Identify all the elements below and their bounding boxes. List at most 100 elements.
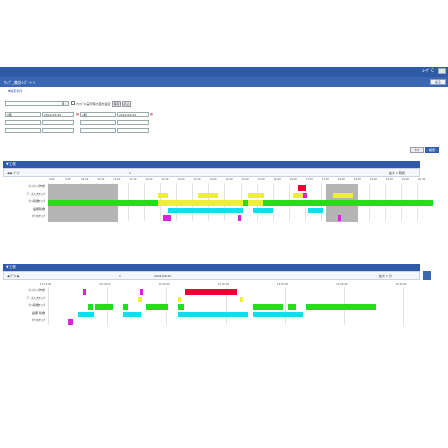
gantt-bar bbox=[95, 304, 113, 310]
hour-to-select[interactable]: 2時 bbox=[80, 112, 116, 117]
calendar-from-icon[interactable]: ▦ bbox=[76, 112, 79, 116]
clear-button[interactable]: ｸﾘｱ bbox=[410, 147, 424, 153]
gantt-bar bbox=[308, 207, 323, 213]
time-tick: 12:45:00 bbox=[395, 283, 407, 286]
gantt-bar bbox=[138, 296, 142, 302]
search-criteria-toggle[interactable]: ▼検索条件 bbox=[8, 89, 23, 93]
filter-input-5[interactable] bbox=[117, 128, 149, 133]
section1-gantt-chart: ﾁｪｯｸｼｰﾄ作成 ﾃﾞｰﾀ入力ﾁｪｯｸ ﾗｲﾝ稼働ﾁｪｯｸ 設備稼働 ﾏﾃﾘｱﾙﾁｪｯ… bbox=[3, 178, 433, 230]
gantt-bar bbox=[146, 304, 168, 310]
section2-view-toggle[interactable] bbox=[423, 271, 431, 280]
default-checkbox-label: ｸﾘｱﾎﾞﾀﾝ実行時の値を設定 bbox=[76, 102, 111, 106]
gantt-bar bbox=[163, 215, 171, 221]
filter-input-3[interactable] bbox=[117, 120, 149, 125]
top-header-bar: ﾕｰｻﾞ C bbox=[0, 67, 448, 77]
save-button[interactable]: 保存 bbox=[112, 101, 121, 107]
section2-nav[interactable]: ◀ ｸﾞﾗﾌ ▶ bbox=[7, 274, 20, 278]
gantt-bar bbox=[123, 304, 128, 310]
gantt-bar bbox=[78, 311, 94, 317]
time-tick: 12:25:00 bbox=[158, 283, 170, 286]
filter-select-5[interactable] bbox=[80, 128, 116, 133]
time-tick: 12:30 bbox=[161, 178, 169, 181]
row-label: 設備 稼働 bbox=[32, 310, 45, 315]
time-tick: 20:30 bbox=[417, 178, 426, 181]
hour-from-select[interactable]: 2時 bbox=[5, 112, 41, 117]
filter-dropdown-1[interactable] bbox=[63, 101, 69, 106]
section1-page[interactable]: 1 bbox=[129, 171, 131, 175]
gantt-bar bbox=[306, 304, 376, 310]
date-from-input[interactable]: 2021/03/10 bbox=[42, 112, 74, 117]
filter-select-3[interactable] bbox=[80, 120, 116, 125]
time-tick: 17:30 bbox=[321, 178, 329, 181]
row-label: ﾁｪｯｸｼｰﾄ作成 bbox=[28, 288, 45, 292]
time-tick: 16:30 bbox=[289, 178, 297, 181]
gantt-bar bbox=[83, 289, 86, 295]
gantt-bar bbox=[298, 185, 306, 191]
filter-select-2[interactable] bbox=[5, 120, 41, 125]
section2-page[interactable]: 1 bbox=[119, 274, 121, 278]
gantt-bar bbox=[248, 192, 264, 198]
section1-toolbar: ◀ ▶ ｸﾞﾗﾌ 1 拡大 1 時間 bbox=[3, 168, 420, 177]
section2-header[interactable]: ▼工程 bbox=[3, 264, 420, 271]
gantt-bar bbox=[240, 296, 243, 302]
gantt-bar bbox=[88, 304, 93, 310]
time-tick: 16:00 bbox=[273, 178, 281, 181]
time-tick: 19:00 bbox=[369, 178, 378, 181]
section2-zoom[interactable]: 拡大 1 分 bbox=[379, 274, 392, 278]
filter-input-4[interactable] bbox=[42, 128, 74, 133]
time-tick: 12:20:00 bbox=[99, 283, 111, 286]
time-tick: 13:30 bbox=[193, 178, 201, 181]
filter-input-1[interactable] bbox=[5, 101, 63, 106]
gantt-bar bbox=[168, 207, 243, 213]
logout-button[interactable] bbox=[438, 68, 446, 74]
gantt-bar bbox=[68, 319, 73, 325]
time-tick: 12:40:00 bbox=[336, 283, 348, 286]
section1-header[interactable]: ▼工程 bbox=[3, 161, 420, 168]
row-label: 設備稼働 bbox=[32, 206, 45, 211]
time-tick: 14:00 bbox=[209, 178, 217, 181]
grid-line bbox=[48, 287, 49, 325]
time-tick: 10:30 bbox=[97, 178, 105, 181]
filter-select-4[interactable] bbox=[5, 128, 41, 133]
gantt-bar bbox=[238, 215, 241, 221]
gantt-bar bbox=[248, 200, 263, 206]
time-tick: 10:00 bbox=[81, 178, 89, 181]
filter-input-2[interactable] bbox=[42, 120, 74, 125]
calendar-to-icon[interactable]: ▦ bbox=[150, 112, 153, 116]
date-to-input[interactable]: 2021/03/10 bbox=[117, 112, 149, 117]
section1-zoom[interactable]: 拡大 1 時間 bbox=[389, 171, 405, 175]
time-tick: 18:00 bbox=[337, 178, 345, 181]
page-title: ｻｯﾌﾟ_集計ﾚﾎﾟｰﾄ ﾄ bbox=[4, 80, 36, 85]
gantt-bar bbox=[178, 304, 184, 310]
gantt-bar bbox=[338, 215, 341, 221]
row-label: ﾃﾞｰﾀ入力ﾁｪｯｸ bbox=[26, 191, 45, 196]
gantt-bar bbox=[158, 192, 168, 198]
section1-nav[interactable]: ◀ ▶ ｸﾞﾗﾌ bbox=[7, 171, 20, 175]
gantt-bar bbox=[158, 200, 243, 206]
row-label: ﾃﾞｰﾀ入力ﾁｪｯｸ bbox=[26, 295, 45, 300]
search-button[interactable]: 検索 bbox=[425, 147, 439, 153]
load-button[interactable]: 読込 bbox=[122, 101, 131, 107]
time-tick: 19:30 bbox=[385, 178, 394, 181]
time-tick: 9:00 bbox=[49, 178, 55, 181]
time-tick: 20:00 bbox=[401, 178, 410, 181]
row-label: ﾏﾃﾘｱﾙﾁｪｯｸ bbox=[31, 318, 45, 322]
gantt-bar bbox=[253, 311, 298, 317]
user-name[interactable]: ﾕｰｻﾞ C bbox=[421, 68, 434, 73]
time-tick: 9:30 bbox=[65, 178, 71, 181]
default-checkbox[interactable] bbox=[71, 101, 75, 105]
row-label: ﾏﾃﾘｱﾙﾁｪｯｸ bbox=[31, 214, 45, 218]
row-label: ﾗｲﾝ稼働ﾁｪｯｸ bbox=[28, 303, 45, 307]
gantt-bar bbox=[298, 311, 303, 317]
back-button[interactable]: 戻る bbox=[430, 79, 446, 85]
gantt-bar bbox=[333, 192, 353, 198]
time-tick: 15:00 bbox=[241, 178, 249, 181]
gantt-bar bbox=[178, 311, 248, 317]
time-tick: 15:30 bbox=[257, 178, 265, 181]
gantt-bar bbox=[293, 192, 303, 198]
time-tick: 18:30 bbox=[353, 178, 361, 181]
gantt-bar bbox=[140, 289, 143, 295]
gantt-bar bbox=[178, 296, 181, 302]
grid-line bbox=[225, 287, 227, 325]
gantt-bar bbox=[288, 304, 296, 310]
